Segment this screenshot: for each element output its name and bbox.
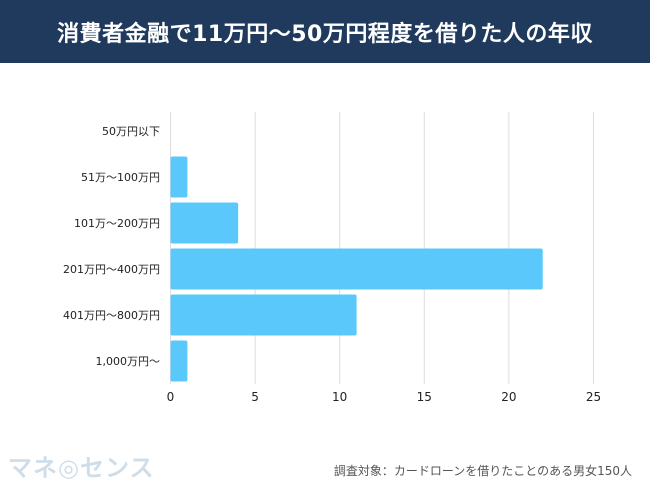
x-tick-label: 20 xyxy=(501,390,516,404)
x-tick-label: 15 xyxy=(417,390,432,404)
y-category-label: 50万円以下 xyxy=(102,125,160,138)
x-tick-label: 0 xyxy=(167,390,175,404)
y-category-label: 401万円〜800万円 xyxy=(63,309,160,322)
y-category-label: 201万円〜400万円 xyxy=(63,263,160,276)
x-tick-label: 25 xyxy=(586,390,601,404)
survey-note: 調査対象：カードローンを借りたことのある男女150人 xyxy=(333,464,632,478)
bar xyxy=(170,156,188,198)
bar xyxy=(170,248,543,290)
x-tick-label: 10 xyxy=(332,390,347,404)
brand-logo: マネ◎センス xyxy=(8,454,155,482)
chart-title: 消費者金融で11万円〜50万円程度を借りた人の年収 xyxy=(0,0,650,63)
bar xyxy=(170,294,357,336)
y-category-label: 51万〜100万円 xyxy=(81,171,160,184)
y-category-label: 1,000万円〜 xyxy=(96,355,161,368)
bar xyxy=(170,202,239,244)
x-tick-label: 5 xyxy=(251,390,259,404)
bar xyxy=(170,340,188,382)
y-category-label: 101万〜200万円 xyxy=(74,217,160,230)
